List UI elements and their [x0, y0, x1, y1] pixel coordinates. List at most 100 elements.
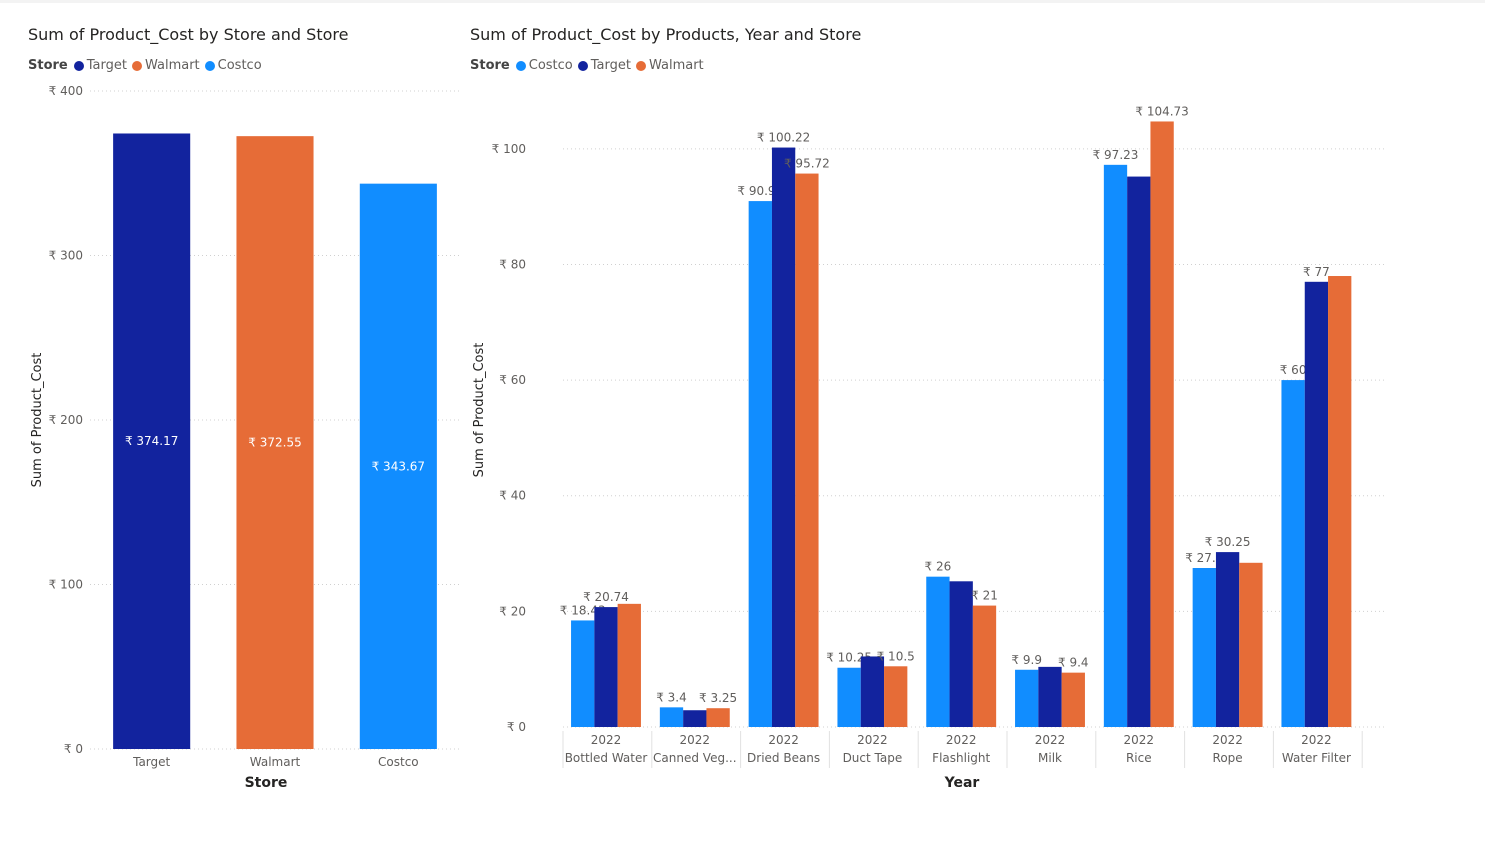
bar-target: [949, 581, 973, 727]
data-label: ₹ 3.4: [656, 690, 687, 704]
data-label: ₹ 21: [971, 589, 998, 603]
top-border: [0, 0, 1485, 3]
x-axis-title: Store: [245, 775, 288, 791]
bar-target: [771, 147, 796, 727]
x-tick-year-label: 2022: [946, 733, 977, 747]
x-tick-year-label: 2022: [1301, 733, 1332, 747]
legend-item-walmart[interactable]: Walmart: [635, 58, 704, 73]
data-label: ₹ 100.22: [757, 131, 810, 145]
data-label: ₹ 9.9: [1011, 653, 1042, 667]
data-label: ₹ 97.23: [1093, 148, 1139, 162]
y-tick-label: ₹ 400: [49, 84, 83, 98]
x-tick-product-label: Water Filter: [1282, 751, 1351, 765]
bar-target: [1038, 666, 1062, 727]
bar-costco: [571, 620, 595, 727]
legend-label: Walmart: [648, 58, 704, 73]
legend-dot-icon: [635, 60, 646, 71]
bar-target: [1215, 552, 1240, 727]
bar-target: [683, 710, 707, 727]
y-tick-label: ₹ 60: [499, 373, 526, 387]
legend-item-costco[interactable]: Costco: [204, 58, 262, 73]
x-tick-label: Target: [132, 755, 170, 769]
bar-walmart: [1239, 562, 1263, 727]
x-tick-year-label: 2022: [857, 733, 888, 747]
data-label: ₹ 90.96: [737, 184, 783, 198]
y-axis-title: Sum of Product_Cost: [30, 353, 45, 488]
legend-dot-icon: [73, 60, 84, 71]
x-tick-year-label: 2022: [680, 733, 711, 747]
legend-item-walmart[interactable]: Walmart: [131, 58, 200, 73]
x-tick-product-label: Rope: [1213, 751, 1243, 765]
legend-label: Costco: [217, 58, 262, 73]
legend-label: Target: [86, 58, 127, 73]
data-label: ₹ 26: [925, 560, 952, 574]
bar-walmart: [972, 605, 997, 727]
data-label: ₹ 374.17: [125, 434, 178, 448]
bar-walmart: [1061, 672, 1085, 727]
data-label: ₹ 9.4: [1058, 656, 1089, 670]
y-tick-label: ₹ 20: [499, 604, 526, 618]
bar-target: [1127, 176, 1151, 727]
x-tick-year-label: 2022: [1212, 733, 1243, 747]
legend-title: Store: [28, 58, 68, 73]
chart2-title: Sum of Product_Cost by Products, Year an…: [470, 25, 862, 44]
legend-dot-icon: [577, 60, 588, 71]
data-label: ₹ 27.5: [1185, 551, 1223, 565]
legend-label: Costco: [528, 58, 573, 73]
y-tick-label: ₹ 0: [64, 742, 83, 756]
data-label: ₹ 10.25: [826, 651, 872, 665]
y-tick-label: ₹ 0: [507, 720, 526, 734]
bar-costco: [359, 183, 437, 750]
legend-dot-icon: [515, 60, 526, 71]
x-tick-label: Walmart: [250, 755, 301, 769]
bar-target: [1304, 281, 1329, 727]
data-label: ₹ 77: [1303, 265, 1330, 279]
chart1-legend[interactable]: Store Target Walmart Costco: [28, 58, 267, 73]
legend-dot-icon: [131, 60, 142, 71]
legend-title: Store: [470, 58, 510, 73]
data-label: ₹ 372.55: [248, 436, 301, 450]
bar-costco: [837, 667, 861, 727]
y-tick-label: ₹ 100: [492, 142, 526, 156]
legend-label: Walmart: [144, 58, 200, 73]
data-label: ₹ 20.74: [583, 590, 629, 604]
legend-item-target[interactable]: Target: [73, 58, 127, 73]
bar-costco: [926, 576, 950, 727]
bar-walmart: [617, 603, 641, 727]
bar-walmart: [1328, 276, 1352, 727]
bar-costco: [1192, 568, 1216, 727]
bar-walmart: [884, 666, 908, 727]
chart2-legend[interactable]: Store Costco Target Walmart: [470, 58, 709, 73]
bar-target: [113, 133, 191, 749]
y-tick-label: ₹ 80: [499, 257, 526, 271]
x-tick-product-label: Milk: [1038, 751, 1062, 765]
bar-costco: [748, 201, 772, 727]
x-axis-title: Year: [944, 775, 980, 791]
data-label: ₹ 60: [1280, 363, 1307, 377]
legend-item-target[interactable]: Target: [577, 58, 631, 73]
x-tick-product-label: Bottled Water: [565, 751, 648, 765]
bar-costco: [1281, 380, 1305, 727]
bar-costco: [1015, 669, 1039, 727]
y-axis-title: Sum of Product_Cost: [472, 343, 487, 478]
bar-costco: [659, 707, 684, 727]
x-tick-product-label: Flashlight: [932, 751, 990, 765]
data-label: ₹ 343.67: [372, 459, 425, 473]
legend-item-costco[interactable]: Costco: [515, 58, 573, 73]
x-tick-year-label: 2022: [1124, 733, 1155, 747]
x-tick-year-label: 2022: [591, 733, 622, 747]
bar-walmart: [1150, 121, 1174, 727]
legend-label: Target: [590, 58, 631, 73]
data-label: ₹ 10.5: [877, 649, 915, 663]
chart1-title: Sum of Product_Cost by Store and Store: [28, 25, 349, 44]
bar-costco: [1103, 164, 1128, 728]
bar-target: [860, 656, 885, 727]
bar-walmart: [795, 173, 819, 728]
y-tick-label: ₹ 100: [49, 578, 83, 592]
x-tick-product-label: Rice: [1126, 751, 1152, 765]
bar-walmart: [706, 708, 730, 727]
y-tick-label: ₹ 40: [499, 489, 526, 503]
x-tick-product-label: Dried Beans: [747, 751, 820, 765]
data-label: ₹ 104.73: [1135, 104, 1188, 118]
